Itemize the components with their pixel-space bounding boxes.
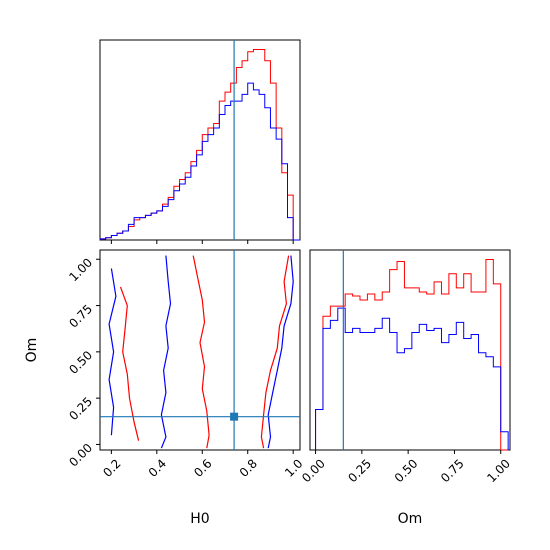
hist-om-panel <box>309 249 511 451</box>
contour-2 <box>119 286 140 441</box>
tick-label-x-om-2: 0.50 <box>392 456 421 485</box>
hist-om-series-0 <box>315 259 509 451</box>
tick-label-y-om-3: 0.75 <box>66 302 95 331</box>
tick-label-x-om-0: 0.00 <box>299 456 328 485</box>
contour-3 <box>160 255 172 449</box>
contour-5 <box>108 268 117 436</box>
scatter-panel <box>99 249 301 451</box>
tick-label-x-h0-3: 0.8 <box>237 456 260 479</box>
tick-label-x-om-3: 0.75 <box>438 456 467 485</box>
hist-om-marks <box>315 250 509 451</box>
tick-label-y-om-0: 0.00 <box>66 441 95 470</box>
contour-0 <box>192 255 210 449</box>
tick-label-x-om-4: 1.00 <box>484 456 513 485</box>
contour-4 <box>267 255 294 449</box>
tick-label-x-om-1: 0.25 <box>345 456 374 485</box>
tick-label-y-om-1: 0.25 <box>66 394 95 423</box>
truth-marker <box>230 412 239 421</box>
tick-marks: 0.2 0.4 0.6 0.8 1.00.000.250.500.751.000.00 0… <box>66 240 513 485</box>
tick-label-y-om-4: 1.00 <box>66 255 95 284</box>
tick-label-x-h0-2: 0.6 <box>191 456 214 479</box>
hist-om-series-1 <box>315 307 509 450</box>
hist-h0-panel <box>99 39 301 241</box>
hist-h0-frame <box>99 39 301 241</box>
contour-1 <box>260 255 290 449</box>
scatter-marks <box>100 250 300 450</box>
tick-label-y-om-2: 0.50 <box>66 348 95 377</box>
x-axis-label-om: Om <box>398 511 423 527</box>
hist-h0-series-1 <box>99 82 300 241</box>
y-axis-label-om: Om <box>24 338 40 363</box>
hist-h0-marks <box>99 40 300 241</box>
x-axis-label-h0: H0 <box>190 511 209 527</box>
tick-label-x-h0-1: 0.4 <box>146 456 169 479</box>
tick-label-x-h0-0: 0.2 <box>100 456 123 479</box>
hist-om-frame <box>309 249 511 451</box>
scatter-frame <box>99 249 301 451</box>
hist-h0-series-0 <box>99 49 300 241</box>
